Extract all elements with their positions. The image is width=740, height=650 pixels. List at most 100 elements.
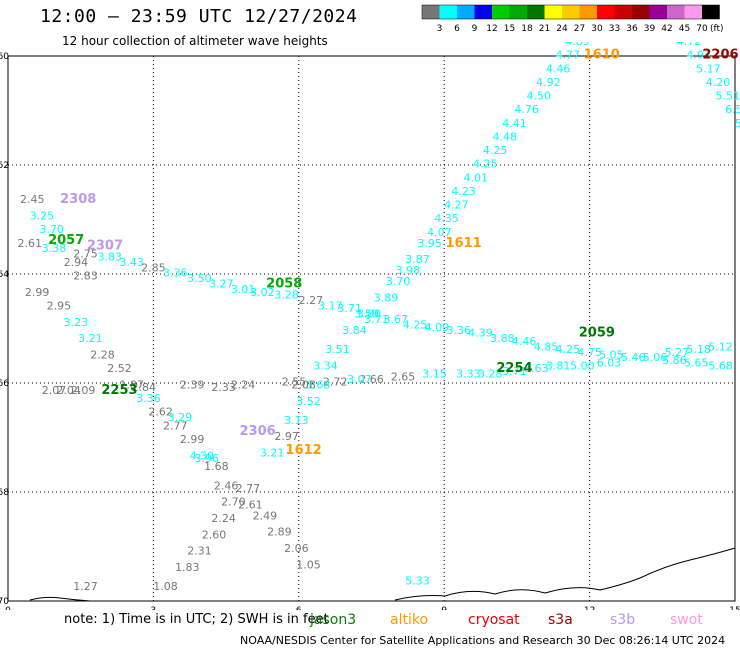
colorbar-tick-label: 42	[661, 24, 672, 34]
swh-value-label: 4.85	[534, 340, 559, 353]
track-time-label: 2308	[60, 192, 96, 207]
swh-value-label: 3.33	[456, 368, 481, 381]
swh-value-label: 2.49	[253, 509, 278, 522]
swh-value-label: 1.87	[119, 378, 144, 391]
credit-line: NOAA/NESDIS Center for Satellite Applica…	[240, 634, 726, 647]
footnote: note: 1) Time is in UTC; 2) SWH is in fe…	[64, 612, 329, 627]
y-tick-label: -66	[0, 379, 9, 389]
swh-value-label: 4.09	[425, 321, 450, 334]
satellite-legend-item: s3b	[610, 612, 636, 628]
swh-value-label: 4.20	[706, 76, 731, 89]
swh-value-label: 3.87	[405, 253, 430, 266]
swh-value-label: 2.07	[42, 384, 67, 397]
swh-value-label: 3.81	[546, 359, 571, 372]
swh-value-label: 3.25	[30, 210, 55, 223]
swh-value-label: 2.46	[214, 479, 239, 492]
y-tick-label: -62	[0, 161, 9, 171]
x-tick-label: 15	[729, 606, 740, 610]
swh-value-label: 4.30	[190, 449, 215, 462]
swh-value-label: 3.84	[342, 324, 367, 337]
swh-value-label: 2.04	[56, 384, 81, 397]
swh-value-label: 2.75	[73, 248, 98, 261]
swh-value-label: 3.59	[354, 308, 379, 321]
swh-value-label: 4.25	[403, 319, 428, 332]
colorbar-tick-label: 3	[437, 24, 443, 34]
swh-value-label: 2.77	[236, 482, 261, 495]
swh-value-label: 2.28	[90, 348, 115, 361]
swh-value-label: 2.72	[323, 376, 348, 389]
swh-value-label: 3.95	[417, 237, 442, 250]
swh-value-label: 3.67	[383, 313, 408, 326]
swh-value-label: 4.27	[444, 199, 469, 212]
swh-value-label: 2.39	[180, 378, 205, 391]
satellite-legend-item: cryosat	[468, 612, 520, 628]
swh-value-label: 1.27	[73, 580, 98, 593]
swh-value-label: 5.65	[684, 357, 709, 370]
swh-value-label: 4.25	[473, 158, 498, 171]
swh-value-label: 2.08	[291, 378, 316, 391]
swh-value-label: 5.33	[405, 575, 430, 588]
colorbar-swatch	[474, 5, 492, 19]
swh-value-label: 4.01	[463, 171, 488, 184]
track-time-label: 2057	[48, 233, 84, 248]
swh-value-label: 3.43	[119, 256, 144, 269]
colorbar-swatch	[509, 5, 527, 19]
colorbar-swatch	[614, 5, 632, 19]
y-tick-label: -68	[0, 488, 9, 498]
swh-value-label: 5.05	[599, 348, 624, 361]
colorbar-swatch	[457, 5, 475, 19]
track-time-label: 1610	[584, 48, 620, 63]
y-tick-label: -60	[0, 52, 9, 62]
colorbar-tick-label: 36	[626, 24, 638, 34]
swh-value-label: 3.38	[42, 242, 67, 255]
swh-value-label: 5.51	[715, 90, 740, 103]
swh-value-label: 2.66	[359, 373, 384, 386]
colorbar-swatch	[492, 5, 510, 19]
colorbar-unit: (ft)	[710, 24, 724, 34]
swh-value-label: 3.71	[337, 302, 362, 315]
colorbar-legend: 3 6 9 12 15 18 21 24 27 30 33 36 39 42 45 70 (ft)	[421, 4, 724, 34]
swh-value-label: 5.06	[643, 351, 668, 364]
swh-value-label: 3.63	[524, 362, 549, 375]
satellite-legend-item: jason3	[310, 612, 357, 628]
swh-value-label: 4.35	[434, 212, 459, 225]
swh-value-label: 5.46	[621, 351, 646, 364]
chart-subtitle: 12 hour collection of altimeter wave hei…	[62, 34, 328, 48]
swh-value-label: 2.97	[274, 430, 299, 443]
swh-value-label: 4.25	[556, 343, 581, 356]
track-time-label: 2306	[240, 424, 276, 439]
swh-value-label: 3.29	[168, 411, 193, 424]
colorbar-swatch	[439, 5, 457, 19]
swh-value-label: 4.75	[577, 346, 602, 359]
swh-value-label: 4.41	[502, 117, 527, 130]
swh-value-label: 1.68	[204, 460, 229, 473]
swh-value-label: 2.83	[73, 269, 98, 282]
swh-value-label: 5.27	[665, 346, 690, 359]
colorbar-tick-label: 12	[486, 24, 497, 34]
swh-value-label: 2.95	[47, 299, 72, 312]
swh-value-label: 2.06	[284, 542, 309, 555]
swh-value-label: 3.21	[78, 332, 103, 345]
y-tick-label: -70	[0, 597, 9, 607]
swh-value-label: 3.98	[396, 264, 421, 277]
swh-value-label: 2.85	[141, 261, 166, 274]
swh-value-label: 2.77	[163, 419, 188, 432]
swh-value-label: 2.70	[221, 496, 246, 509]
swh-value-label: 3.15	[422, 368, 447, 381]
swh-value-label: 4.25	[483, 144, 508, 157]
swh-value-label: 4.46	[512, 335, 537, 348]
swh-value-label: 3.13	[284, 414, 309, 427]
track-time-label: 1611	[445, 236, 481, 251]
swh-value-label: 2.99	[180, 433, 205, 446]
colorbar-tick-label: 33	[609, 24, 620, 34]
swh-value-label: 2.99	[25, 286, 50, 299]
swh-value-label: 3.89	[374, 291, 399, 304]
swh-value-label: 5.68	[708, 359, 733, 372]
swh-value-label: 4.07	[427, 226, 452, 239]
swh-value-label: 3.80	[357, 308, 382, 321]
swh-value-label: 2.31	[187, 545, 212, 558]
swh-value-label: 3.83	[98, 250, 123, 263]
swh-value-label: 2.24	[211, 512, 236, 525]
swh-value-label: 2.94	[64, 256, 89, 269]
colorbar-swatch	[632, 5, 650, 19]
